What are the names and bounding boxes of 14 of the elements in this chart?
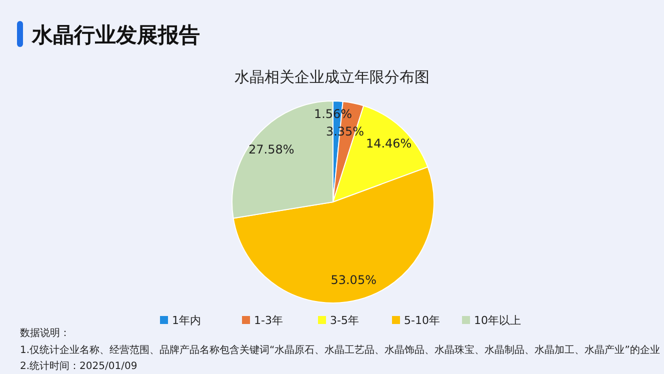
- chart-subtitle: 水晶相关企业成立年限分布图: [234, 68, 430, 86]
- data-label: 53.05%: [330, 273, 376, 288]
- data-label: 3.35%: [326, 124, 364, 138]
- chart-title: 水晶行业发展报告: [31, 23, 200, 47]
- legend-label: 1-3年: [254, 314, 283, 327]
- text: 数据说明：: [20, 327, 70, 339]
- data-label: 27.58%: [248, 142, 294, 157]
- legend-label: 1年内: [172, 314, 201, 327]
- text: 1.仅统计企业名称、经营范围、品牌产品名称包含关键词“水晶原石、水晶工艺品、水晶饰品、水晶珠宝、水晶制品、水晶加工、水晶产业”的企业: [20, 344, 660, 356]
- legend-label: 5-10年: [404, 314, 440, 327]
- data-label: 14.46%: [366, 136, 412, 151]
- legend-label: 3-5年: [330, 314, 359, 327]
- legend-label: 10年以上: [474, 314, 521, 327]
- text: 2.统计时间：2025/01/09: [20, 360, 138, 372]
